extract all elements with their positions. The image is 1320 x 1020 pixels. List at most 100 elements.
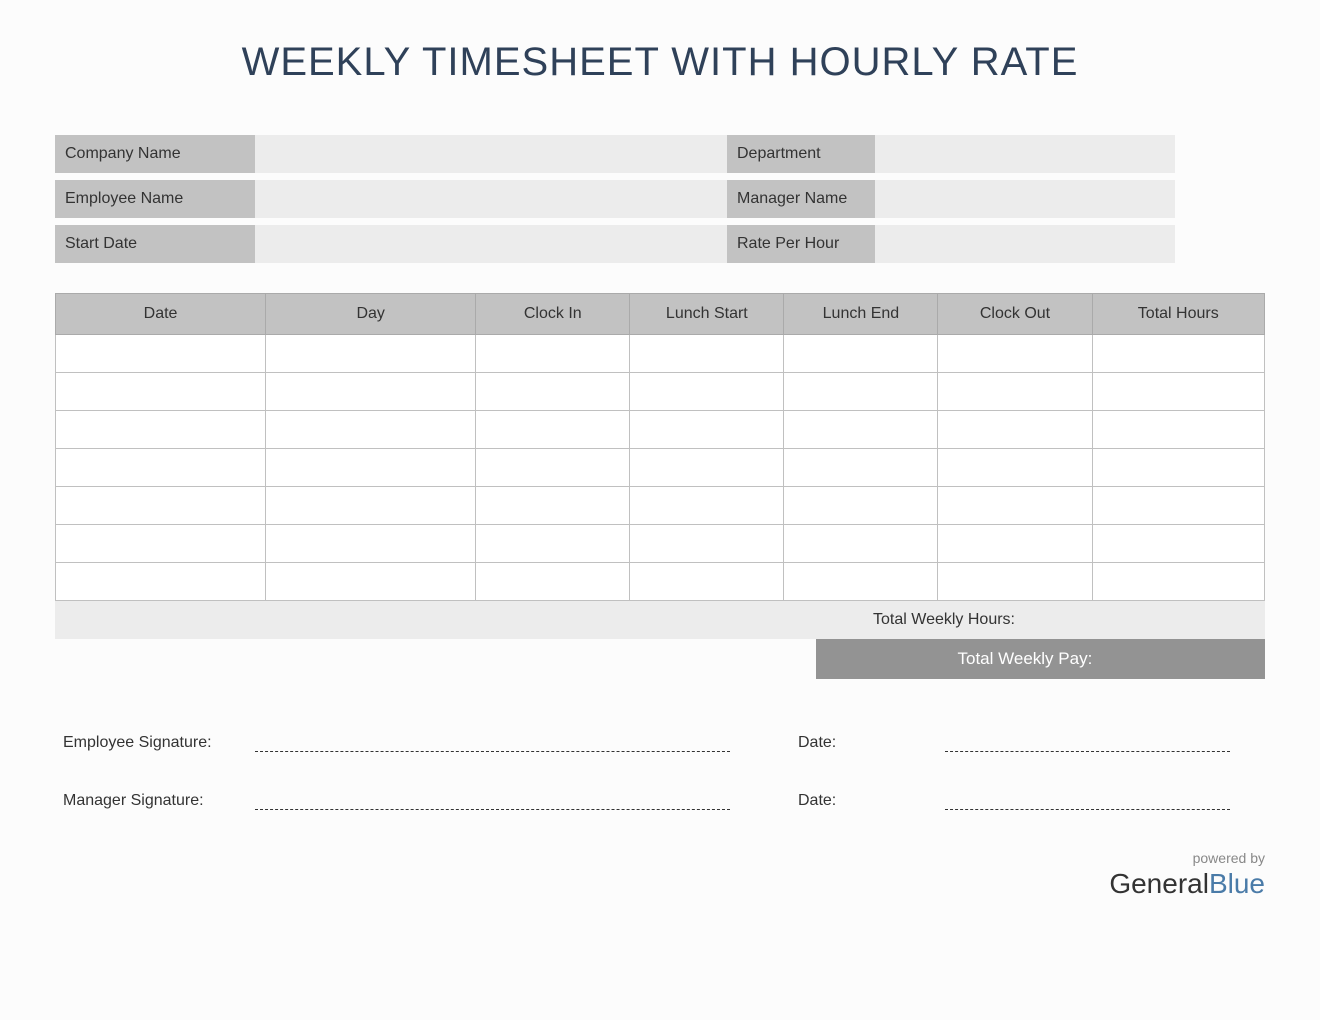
table-cell[interactable] [1092, 449, 1264, 487]
brand-logo: GeneralBlue [55, 868, 1265, 900]
manager-signature-line[interactable] [255, 809, 730, 810]
table-cell[interactable] [266, 525, 476, 563]
table-cell[interactable] [1092, 411, 1264, 449]
table-cell[interactable] [1092, 487, 1264, 525]
table-cell[interactable] [938, 411, 1092, 449]
table-cell[interactable] [630, 449, 784, 487]
department-label: Department [727, 135, 875, 173]
table-cell[interactable] [56, 335, 266, 373]
rate-per-hour-label: Rate Per Hour [727, 225, 875, 263]
table-cell[interactable] [56, 563, 266, 601]
table-cell[interactable] [938, 563, 1092, 601]
employee-date-label: Date: [790, 734, 945, 752]
col-day: Day [266, 294, 476, 335]
employee-date-line[interactable] [945, 751, 1230, 752]
table-cell[interactable] [56, 525, 266, 563]
table-cell[interactable] [1092, 373, 1264, 411]
info-row: Company Name Department [55, 135, 1265, 173]
info-row: Employee Name Manager Name [55, 180, 1265, 218]
manager-name-label: Manager Name [727, 180, 875, 218]
table-cell[interactable] [938, 525, 1092, 563]
table-cell[interactable] [56, 411, 266, 449]
table-cell[interactable] [630, 411, 784, 449]
total-weekly-hours-value [1025, 611, 1185, 629]
table-cell[interactable] [266, 373, 476, 411]
table-cell[interactable] [630, 487, 784, 525]
total-weekly-pay-label: Total Weekly Pay: [826, 649, 1102, 669]
employee-signature-row: Employee Signature: Date: [55, 734, 1265, 752]
col-clock-in: Clock In [476, 294, 630, 335]
info-section: Company Name Department Employee Name Ma… [55, 135, 1265, 263]
table-cell[interactable] [784, 563, 938, 601]
table-cell[interactable] [266, 411, 476, 449]
manager-date-label: Date: [790, 792, 945, 810]
table-cell[interactable] [1092, 335, 1264, 373]
table-cell[interactable] [476, 487, 630, 525]
table-cell[interactable] [476, 411, 630, 449]
table-cell[interactable] [630, 335, 784, 373]
table-cell[interactable] [784, 525, 938, 563]
table-cell[interactable] [784, 411, 938, 449]
table-cell[interactable] [784, 449, 938, 487]
employee-name-label: Employee Name [55, 180, 255, 218]
manager-name-value[interactable] [875, 180, 1175, 218]
manager-date-line[interactable] [945, 809, 1230, 810]
timesheet-table: Date Day Clock In Lunch Start Lunch End … [55, 293, 1265, 601]
employee-signature-label: Employee Signature: [55, 734, 255, 752]
totals-section: Total Weekly Hours: Total Weekly Pay: [55, 601, 1265, 679]
table-body [56, 335, 1265, 601]
table-header-row: Date Day Clock In Lunch Start Lunch End … [56, 294, 1265, 335]
table-cell[interactable] [266, 487, 476, 525]
employee-signature-line[interactable] [255, 751, 730, 752]
table-cell[interactable] [476, 563, 630, 601]
table-cell[interactable] [476, 449, 630, 487]
company-name-label: Company Name [55, 135, 255, 173]
col-date: Date [56, 294, 266, 335]
table-cell[interactable] [476, 373, 630, 411]
table-cell[interactable] [266, 335, 476, 373]
manager-signature-label: Manager Signature: [55, 792, 255, 810]
table-row [56, 411, 1265, 449]
table-cell[interactable] [56, 449, 266, 487]
table-cell[interactable] [938, 449, 1092, 487]
table-row [56, 487, 1265, 525]
employee-name-value[interactable] [255, 180, 727, 218]
table-cell[interactable] [784, 373, 938, 411]
table-cell[interactable] [784, 487, 938, 525]
powered-by-text: powered by [55, 850, 1265, 866]
total-weekly-pay-value [1102, 649, 1255, 669]
total-weekly-pay-box: Total Weekly Pay: [816, 639, 1265, 679]
manager-signature-row: Manager Signature: Date: [55, 792, 1265, 810]
table-cell[interactable] [938, 335, 1092, 373]
info-row: Start Date Rate Per Hour [55, 225, 1265, 263]
table-cell[interactable] [630, 373, 784, 411]
start-date-label: Start Date [55, 225, 255, 263]
department-value[interactable] [875, 135, 1175, 173]
table-cell[interactable] [938, 373, 1092, 411]
footer: powered by GeneralBlue [55, 850, 1265, 900]
table-row [56, 335, 1265, 373]
table-cell[interactable] [476, 525, 630, 563]
col-clock-out: Clock Out [938, 294, 1092, 335]
total-weekly-pay-row: Total Weekly Pay: [55, 639, 1265, 679]
company-name-value[interactable] [255, 135, 727, 173]
total-weekly-hours-label: Total Weekly Hours: [65, 611, 1025, 629]
table-cell[interactable] [784, 335, 938, 373]
signature-section: Employee Signature: Date: Manager Signat… [55, 734, 1265, 810]
table-cell[interactable] [1092, 525, 1264, 563]
table-cell[interactable] [266, 449, 476, 487]
col-lunch-end: Lunch End [784, 294, 938, 335]
table-row [56, 373, 1265, 411]
table-cell[interactable] [630, 525, 784, 563]
table-cell[interactable] [938, 487, 1092, 525]
table-cell[interactable] [56, 373, 266, 411]
rate-per-hour-value[interactable] [875, 225, 1175, 263]
start-date-value[interactable] [255, 225, 727, 263]
table-cell[interactable] [630, 563, 784, 601]
table-cell[interactable] [476, 335, 630, 373]
table-row [56, 563, 1265, 601]
table-cell[interactable] [266, 563, 476, 601]
table-cell[interactable] [56, 487, 266, 525]
table-cell[interactable] [1092, 563, 1264, 601]
brand-general: General [1109, 868, 1209, 899]
